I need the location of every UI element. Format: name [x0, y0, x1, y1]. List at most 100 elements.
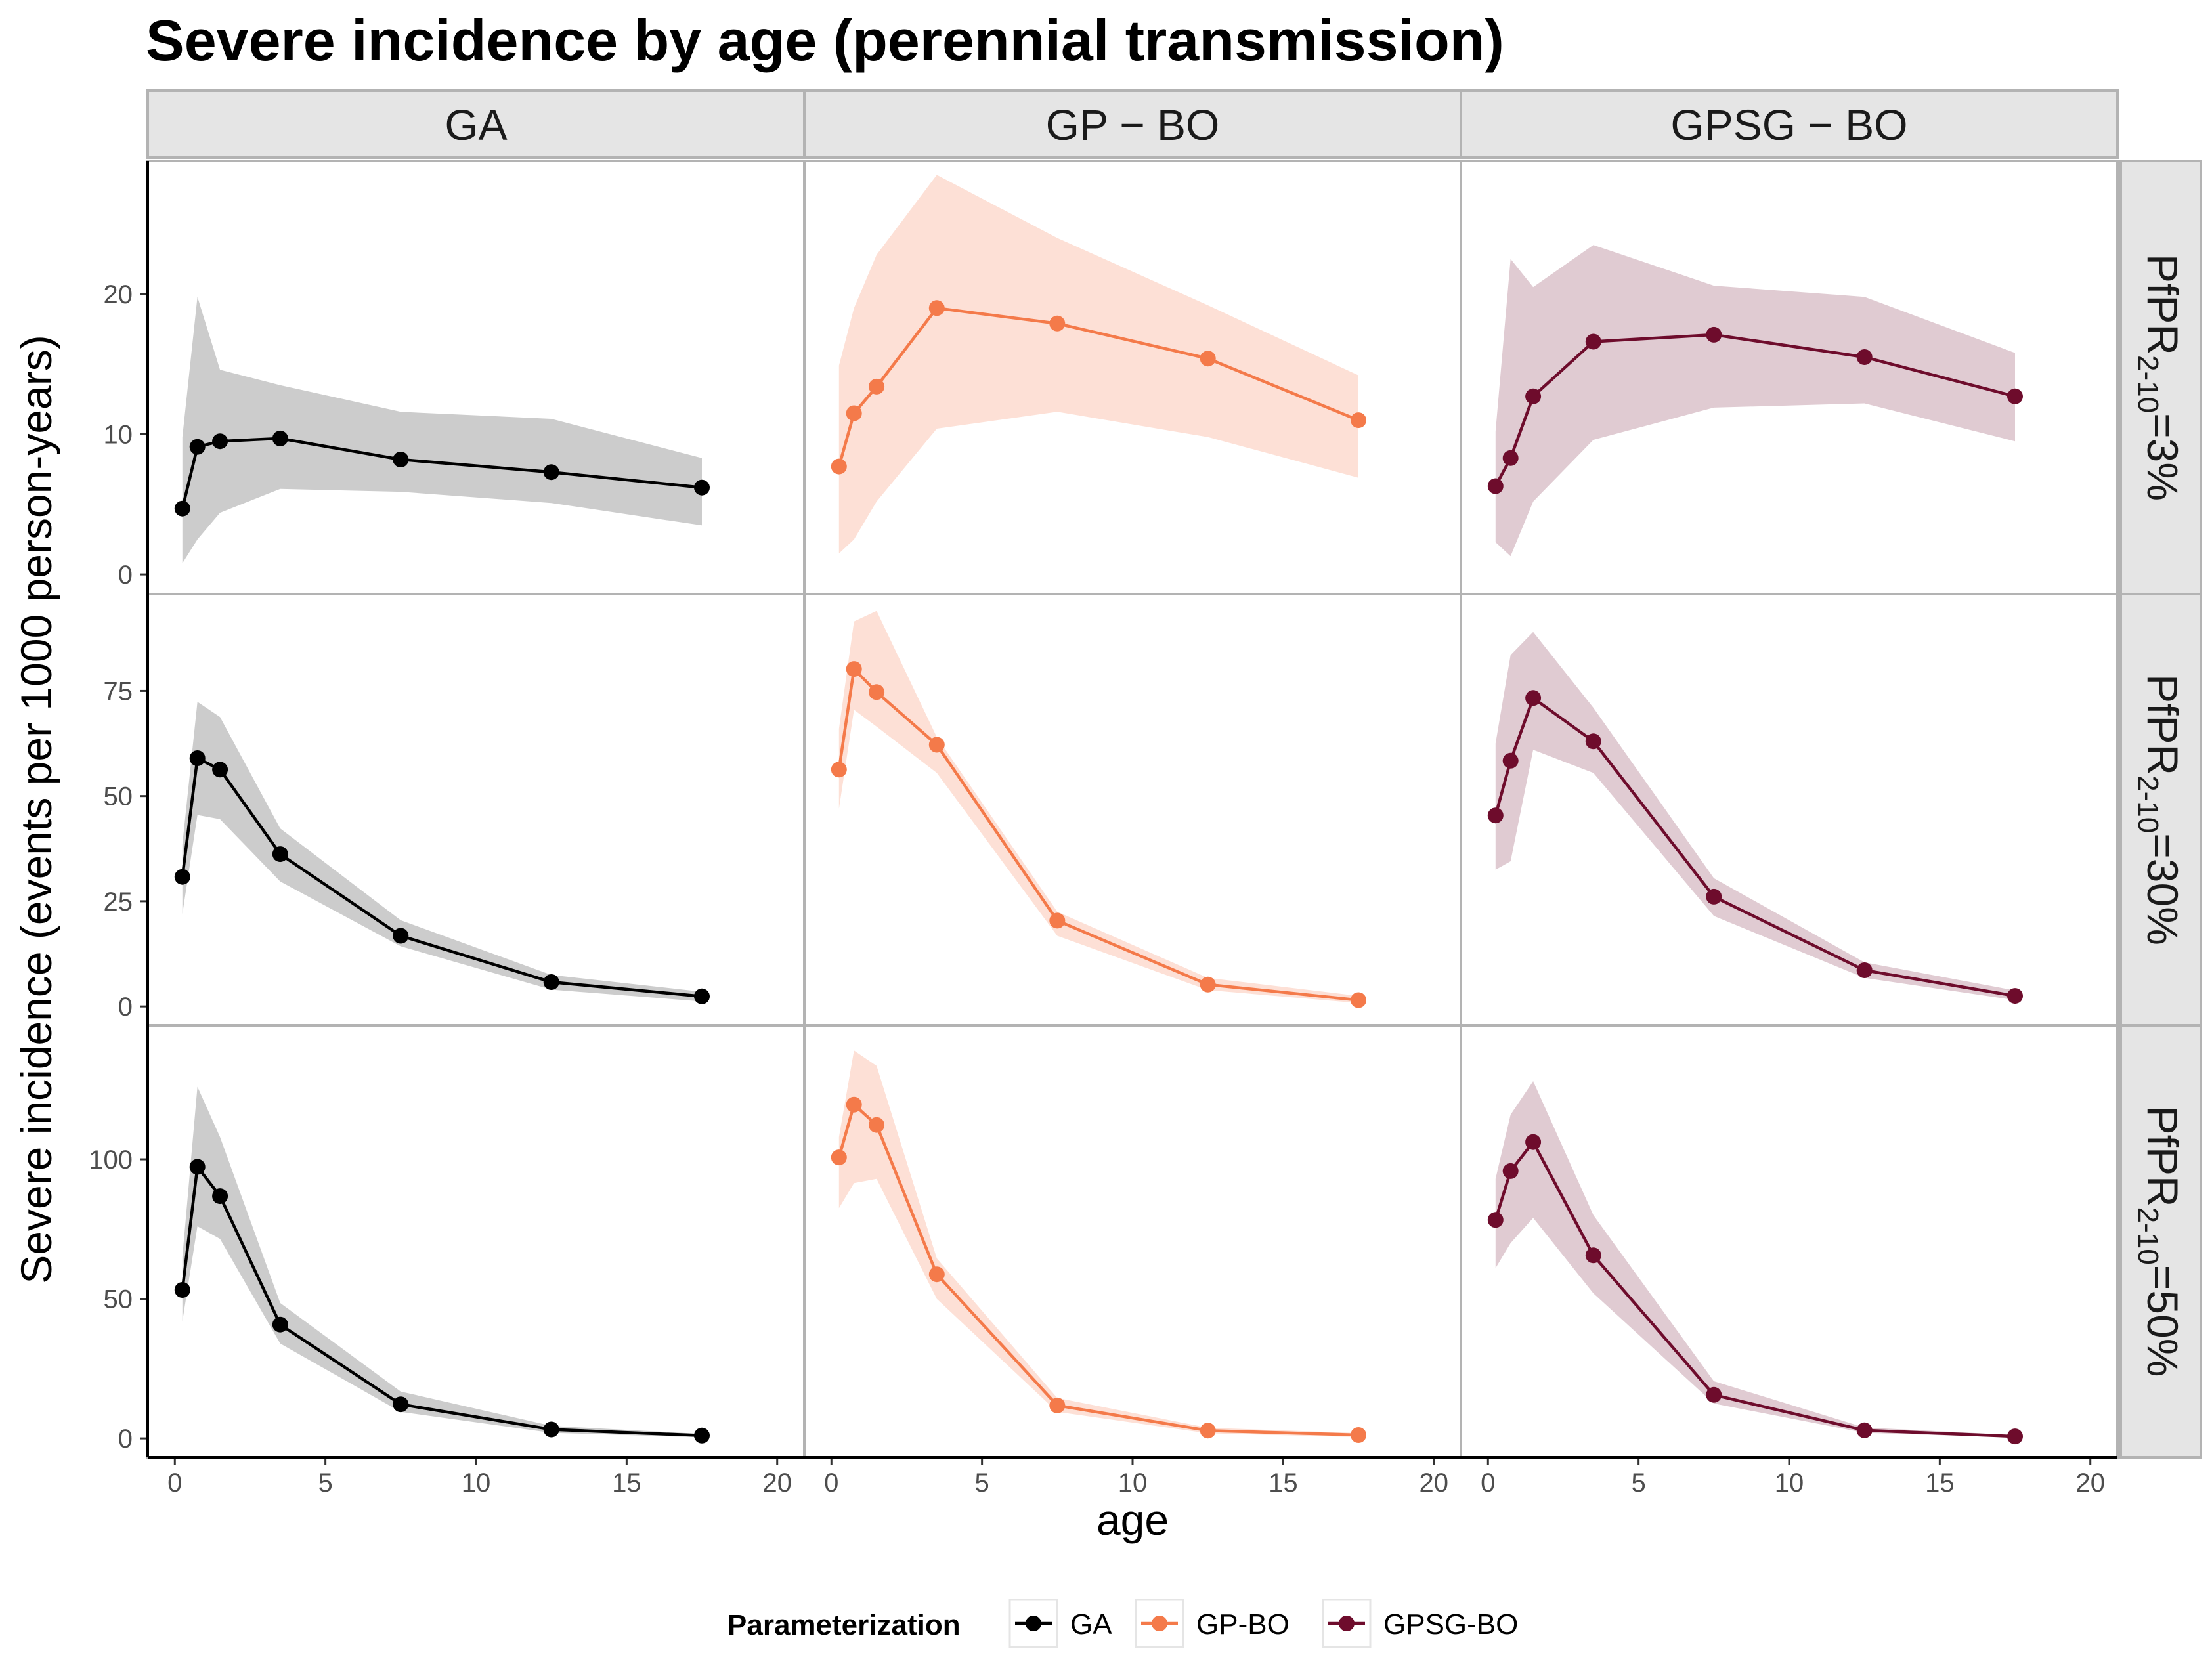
x-axis-title: age: [1096, 1495, 1169, 1544]
data-point-gpsg-bo: [1585, 333, 1601, 350]
data-point-ga: [189, 750, 206, 766]
column-strip-1: GA: [146, 89, 806, 159]
panel-r2-c3: [1460, 593, 2119, 1027]
data-point-gp-bo: [831, 458, 847, 475]
data-point-gpsg-bo: [1856, 1422, 1873, 1438]
data-point-gp-bo: [928, 737, 945, 753]
data-point-gp-bo: [1049, 1397, 1066, 1413]
data-point-gpsg-bo: [1706, 326, 1722, 343]
legend-key-point: [1152, 1616, 1167, 1631]
data-point-ga: [393, 1396, 409, 1413]
x-tick-label: 20: [2075, 1469, 2105, 1497]
row-strip-box: [2119, 160, 2202, 595]
data-point-ga: [212, 762, 228, 778]
data-point-gp-bo: [869, 1117, 885, 1133]
panel-r2-c1: [146, 593, 806, 1027]
panel-r3-c2: [803, 1024, 1462, 1459]
row-strip-3: PfPR2-10=50%: [2119, 1024, 2202, 1459]
data-point-gp-bo: [831, 762, 847, 778]
legend-item-gp-bo: GP-BO: [1135, 1599, 1290, 1648]
x-tick-label: 10: [1775, 1469, 1804, 1497]
legend-title: Parameterization: [727, 1609, 961, 1641]
data-point-gpsg-bo: [2007, 988, 2023, 1004]
x-tick-label: 5: [975, 1469, 989, 1497]
y-tick-label: 10: [104, 421, 133, 450]
data-point-ga: [694, 1427, 710, 1444]
legend-key-point: [1026, 1616, 1041, 1631]
data-point-ga: [543, 1421, 559, 1438]
data-point-gpsg-bo: [1502, 1163, 1519, 1179]
strips-layer: PfPR2-10=3% PfPR2-10=30% PfPR2-10=50% GA GP …: [146, 89, 2202, 1459]
x-tick-label: 0: [824, 1469, 838, 1497]
ci-band-gpsg-bo: [1495, 245, 2015, 557]
y-tick-label: 20: [104, 280, 133, 309]
data-point-ga: [272, 846, 288, 863]
data-point-gpsg-bo: [1585, 1247, 1601, 1264]
data-point-gpsg-bo: [1487, 478, 1504, 494]
column-strip-box: [1460, 89, 2119, 159]
y-axis-title: Severe incidence (events per 1000 person…: [12, 335, 60, 1283]
data-point-gp-bo: [1200, 976, 1216, 993]
data-point-gpsg-bo: [1487, 1212, 1504, 1228]
row-strip-box: [2119, 1024, 2202, 1459]
data-point-ga: [212, 1188, 228, 1205]
x-tick-label: 0: [1481, 1469, 1495, 1497]
column-strip-2: GP − BO: [803, 89, 1462, 159]
data-point-ga: [272, 1316, 288, 1333]
panel-r3-c3: [1460, 1024, 2119, 1459]
x-tick-label: 20: [762, 1469, 792, 1497]
row-strip-label: PfPR2-10=50%: [2132, 1106, 2187, 1377]
x-tick-label: 15: [1269, 1469, 1298, 1497]
panel-r1-c1: [146, 160, 806, 595]
data-point-gpsg-bo: [2007, 1428, 2023, 1445]
data-point-gpsg-bo: [1856, 962, 1873, 978]
y-tick-label: 25: [104, 888, 133, 916]
data-point-gp-bo: [846, 1096, 862, 1113]
row-strip-2: PfPR2-10=30%: [2119, 593, 2202, 1027]
legend-item-gpsg-bo: GPSG-BO: [1322, 1599, 1518, 1648]
data-point-ga: [393, 452, 409, 467]
data-point-gpsg-bo: [1856, 349, 1873, 365]
ci-band-gpsg-bo: [1495, 632, 2015, 1000]
ci-band-gp-bo: [838, 175, 1358, 554]
x-tick-label: 0: [167, 1469, 182, 1497]
legend: Parameterization GA GP-BO GPSG-BO: [727, 1599, 1518, 1648]
row-strip-box: [2119, 593, 2202, 1027]
y-tick-label: 50: [104, 783, 133, 811]
y-tick-label: 75: [104, 677, 133, 706]
y-tick-label: 0: [118, 1425, 133, 1453]
ci-band-gp-bo: [838, 611, 1358, 1003]
data-point-ga: [543, 974, 559, 990]
y-tick-label: 0: [118, 993, 133, 1021]
data-point-ga: [174, 1282, 190, 1298]
legend-label: GPSG-BO: [1383, 1608, 1518, 1641]
data-point-gp-bo: [846, 405, 862, 421]
data-point-ga: [694, 479, 710, 496]
data-point-gp-bo: [1049, 912, 1066, 929]
y-tick-label: 0: [118, 561, 133, 590]
column-strip-label: GA: [445, 100, 507, 149]
data-point-ga: [694, 988, 710, 1004]
data-point-gp-bo: [1351, 992, 1366, 1008]
ci-band-ga: [182, 297, 702, 563]
legend-label: GP-BO: [1196, 1608, 1290, 1641]
data-point-gpsg-bo: [1502, 450, 1519, 466]
data-point-gp-bo: [928, 300, 945, 316]
x-tick-label: 20: [1419, 1469, 1448, 1497]
x-tick-label: 10: [462, 1469, 491, 1497]
data-point-gpsg-bo: [1525, 690, 1542, 706]
panels-layer: [146, 160, 2119, 1459]
data-point-gpsg-bo: [1525, 388, 1542, 404]
column-strip-label: GP − BO: [1046, 100, 1220, 149]
data-point-gp-bo: [1049, 315, 1066, 332]
data-point-ga: [174, 869, 190, 885]
ci-band-ga: [182, 1086, 702, 1438]
data-point-ga: [543, 464, 559, 481]
legend-key-point: [1339, 1616, 1355, 1631]
data-point-gp-bo: [846, 661, 862, 677]
legend-item-ga: GA: [1008, 1599, 1112, 1648]
data-point-gpsg-bo: [1706, 888, 1722, 905]
data-point-ga: [174, 500, 190, 517]
data-point-ga: [393, 928, 409, 944]
